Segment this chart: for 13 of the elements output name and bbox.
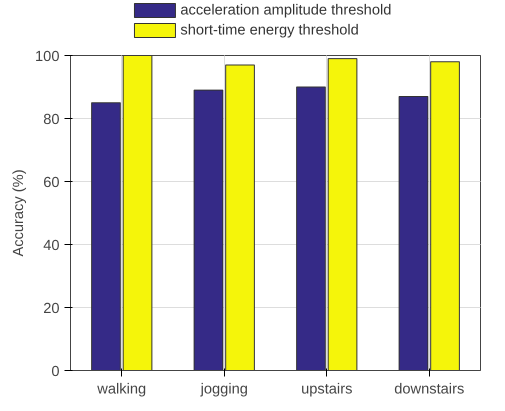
x-tick-label: downstairs (394, 382, 464, 398)
y-tick-label: 40 (43, 238, 60, 254)
y-tick-label: 0 (51, 364, 60, 380)
legend-label: short-time energy threshold (180, 22, 359, 38)
x-tick-label: jogging (200, 382, 248, 398)
y-tick-label: 100 (35, 49, 60, 65)
y-tick-label: 80 (43, 112, 60, 128)
y-tick-label: 20 (43, 301, 60, 317)
y-axis-title: Accuracy (%) (11, 169, 28, 257)
legend-label: acceleration amplitude threshold (180, 2, 392, 18)
x-tick-label: upstairs (301, 382, 352, 398)
y-tick-label: 60 (43, 175, 60, 191)
x-tick-label: walking (96, 382, 146, 398)
